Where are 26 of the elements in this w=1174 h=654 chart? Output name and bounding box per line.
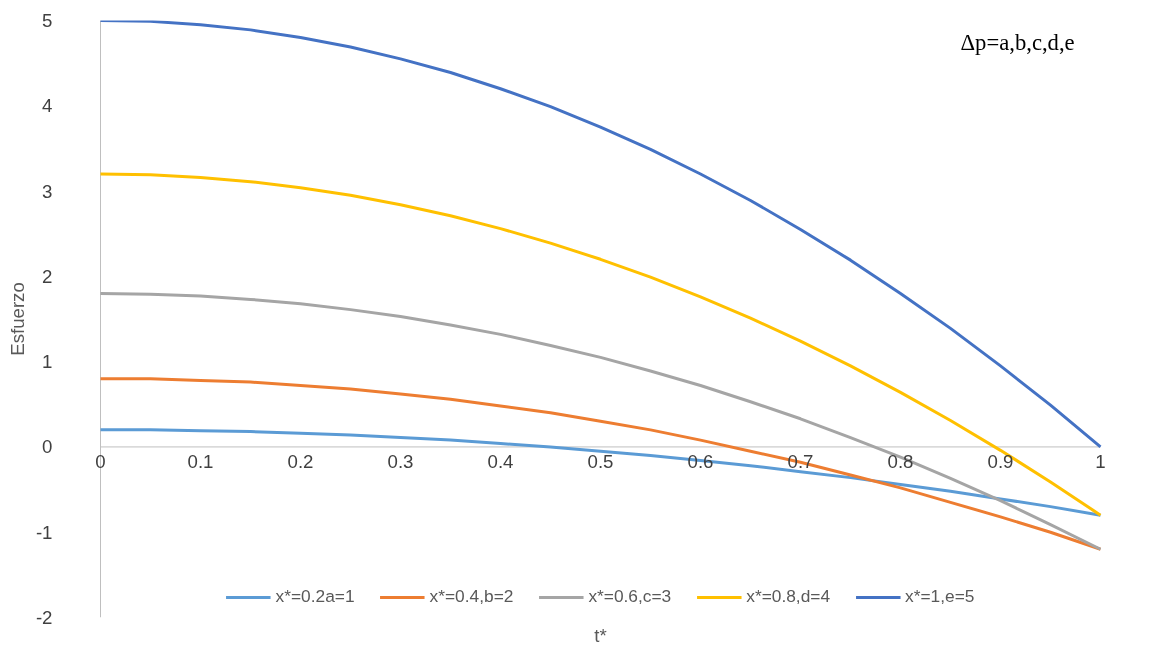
legend-label: x*=0.8,d=4 [746,586,831,607]
legend-label: x*=0.2a=1 [275,586,355,607]
x-tick-label: 0.9 [987,450,1014,472]
x-tick-label: 1 [1095,450,1106,472]
x-tick-label: 0.3 [387,450,414,472]
legend-label: x*=1,e=5 [905,586,975,607]
y-tick-label: 3 [42,180,53,202]
x-tick-label: 0.1 [187,450,214,472]
x-tick-label: 0.5 [587,450,614,472]
y-axis-title: Esfuerzo [6,282,28,356]
y-tick-label: 5 [42,10,53,31]
x-tick-label: 0 [95,450,106,472]
line-series [99,20,1102,449]
y-tick-label: -2 [35,607,53,628]
y-tick-label: 1 [42,351,53,373]
y-tick-label: -1 [35,521,53,543]
y-tick-label: 4 [42,95,53,117]
legend-label: x*=0.6,c=3 [588,586,672,607]
x-tick-label: 0.8 [887,450,914,472]
x-axis-title: t* [594,624,607,646]
x-tick-label: 0.2 [287,450,314,472]
x-tick-label: 0.4 [487,450,514,472]
legend-label: x*=0.4,b=2 [429,586,514,607]
y-tick-label: 0 [42,436,53,458]
y-tick-label: 2 [42,265,53,287]
annotation: Δp=a,b,c,d,e [960,29,1075,55]
